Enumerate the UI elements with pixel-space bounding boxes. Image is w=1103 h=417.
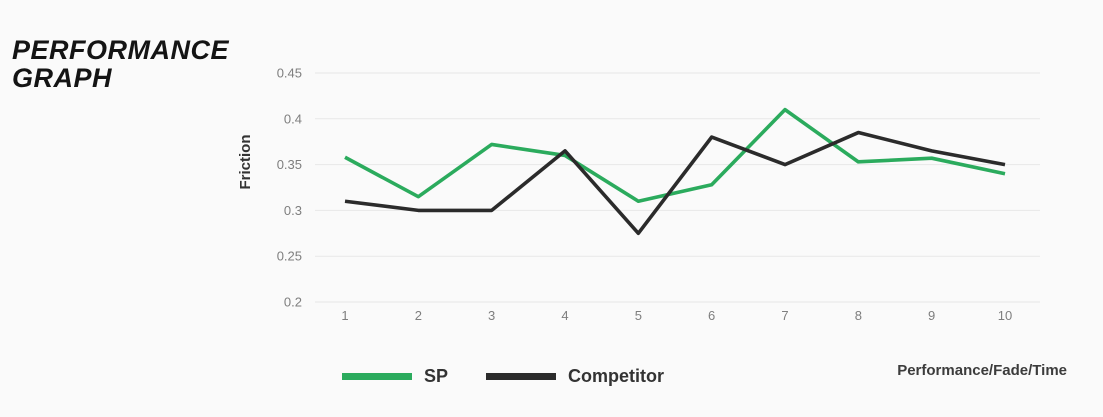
x-tick-label: 1 xyxy=(341,308,348,323)
legend-label-sp: SP xyxy=(424,366,449,386)
competitor-line-swatch xyxy=(486,373,557,380)
sp-line-swatch xyxy=(342,373,412,380)
page-title: PERFORMANCE GRAPH xyxy=(12,36,229,92)
y-axis-tick-labels: 0.45 0.4 0.35 0.3 0.25 0.2 xyxy=(277,66,302,310)
x-axis-note: Performance/Fade/Time xyxy=(897,362,1067,379)
y-tick-label: 0.45 xyxy=(277,66,302,81)
legend-item-competitor: Competitor xyxy=(486,366,664,387)
series-line-sp xyxy=(344,107,1006,204)
chart-gridlines xyxy=(315,72,1040,303)
y-tick-label: 0.35 xyxy=(277,157,302,172)
friction-line-chart: 0.45 0.4 0.35 0.3 0.25 0.2 1 2 3 4 5 6 7 8 9 10 Fricti… xyxy=(237,66,1040,323)
x-axis-tick-labels: 1 2 3 4 5 6 7 8 9 10 xyxy=(341,308,1012,323)
x-tick-label: 2 xyxy=(415,308,422,323)
y-tick-label: 0.4 xyxy=(284,111,302,126)
y-axis-label: Friction xyxy=(237,135,254,190)
x-tick-label: 3 xyxy=(488,308,495,323)
x-tick-label: 9 xyxy=(928,308,935,323)
legend-item-sp: SP xyxy=(342,366,448,387)
series-line-competitor xyxy=(344,130,1006,236)
chart-series-lines xyxy=(344,107,1006,236)
x-tick-label: 10 xyxy=(998,308,1012,323)
x-tick-label: 6 xyxy=(708,308,715,323)
x-tick-label: 5 xyxy=(635,308,642,323)
page-title-line1: PERFORMANCE xyxy=(12,35,230,65)
legend-label-competitor: Competitor xyxy=(568,366,665,386)
page-title-line2: GRAPH xyxy=(12,63,113,93)
chart-legend: SP Competitor xyxy=(342,366,664,387)
x-tick-label: 4 xyxy=(561,308,568,323)
y-tick-label: 0.3 xyxy=(284,203,302,218)
x-tick-label: 7 xyxy=(781,308,788,323)
y-tick-label: 0.2 xyxy=(284,295,302,310)
x-tick-label: 8 xyxy=(855,308,862,323)
y-tick-label: 0.25 xyxy=(277,249,302,264)
